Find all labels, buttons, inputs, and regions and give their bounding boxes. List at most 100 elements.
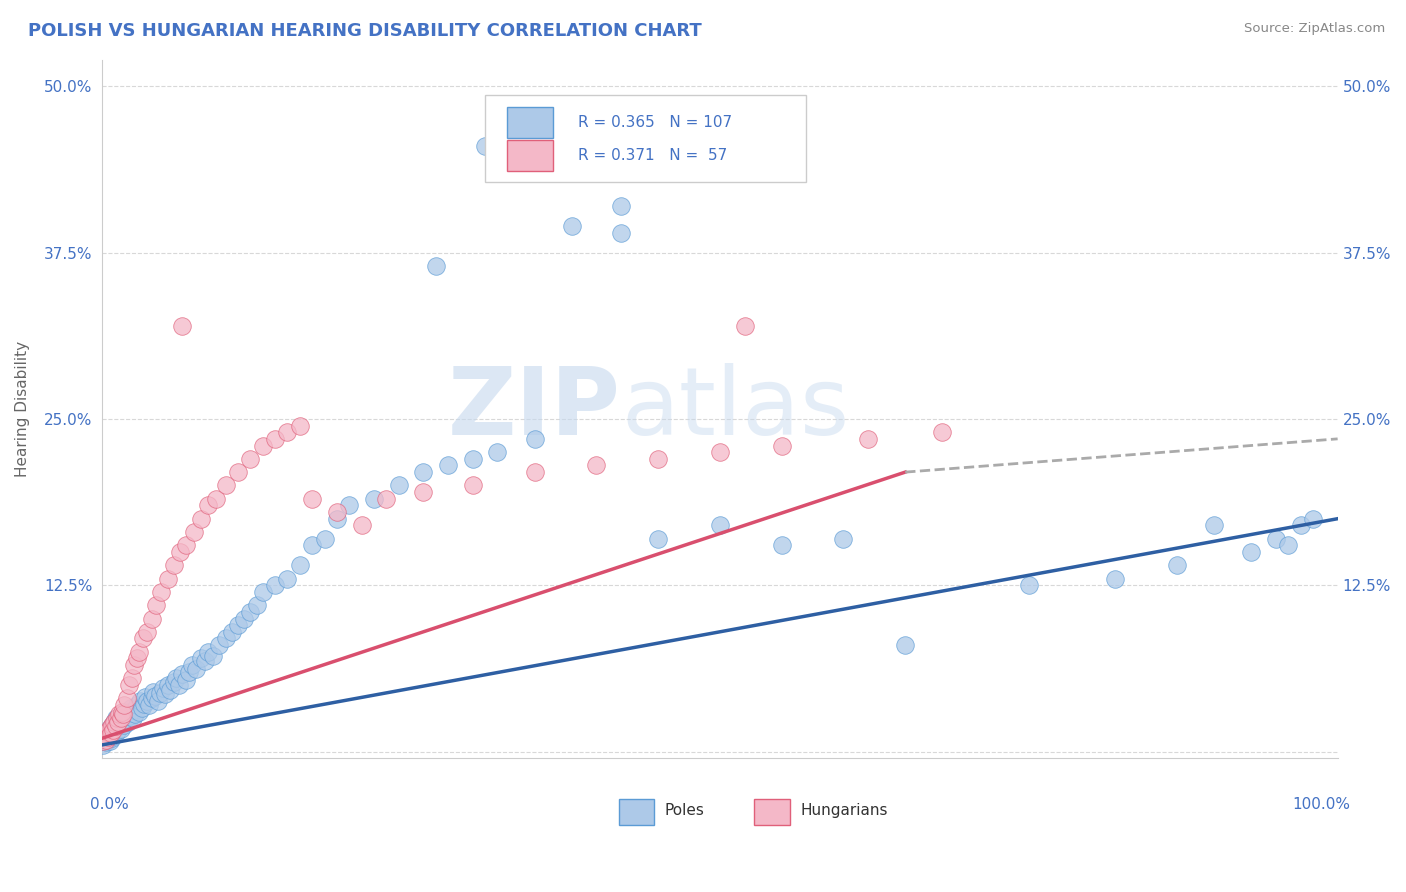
Point [145, 598, 167, 612]
Point [96, 724, 118, 739]
Point [709, 518, 731, 533]
Point [141, 611, 163, 625]
Point [125, 651, 148, 665]
Y-axis label: Hearing Disability: Hearing Disability [15, 341, 30, 477]
Point [107, 715, 129, 730]
Point [128, 645, 150, 659]
Point [585, 458, 607, 473]
Point [647, 532, 669, 546]
Point [93, 738, 115, 752]
Point [112, 718, 135, 732]
Point [190, 512, 212, 526]
Point [103, 724, 125, 739]
Text: 100.0%: 100.0% [1292, 797, 1350, 812]
Point [474, 139, 496, 153]
Point [94, 729, 117, 743]
Point [301, 538, 323, 552]
Point [118, 708, 141, 723]
Point [129, 694, 152, 708]
Point [111, 705, 134, 719]
Text: 0.0%: 0.0% [90, 797, 128, 812]
Point [523, 432, 546, 446]
Point [115, 691, 138, 706]
Point [1018, 578, 1040, 592]
Point [264, 432, 287, 446]
Text: Poles: Poles [664, 803, 704, 818]
Point [523, 465, 546, 479]
Point [100, 727, 122, 741]
Point [101, 718, 124, 732]
Point [245, 598, 267, 612]
Point [183, 524, 205, 539]
Point [103, 715, 125, 730]
Point [97, 730, 120, 744]
Point [115, 705, 138, 719]
Point [150, 585, 173, 599]
Text: R = 0.365   N = 107: R = 0.365 N = 107 [578, 115, 733, 130]
Point [97, 726, 120, 740]
Point [1277, 538, 1299, 552]
Point [121, 672, 143, 686]
Point [252, 585, 274, 599]
Point [103, 729, 125, 743]
Point [425, 259, 447, 273]
Point [96, 724, 118, 739]
Point [177, 665, 200, 679]
Point [101, 718, 124, 732]
Point [167, 678, 190, 692]
Point [93, 731, 115, 746]
Point [104, 726, 127, 740]
Point [239, 451, 262, 466]
Point [770, 438, 793, 452]
Point [174, 673, 197, 687]
Point [117, 715, 139, 730]
Point [93, 734, 115, 748]
Point [143, 689, 166, 703]
Point [709, 445, 731, 459]
Point [142, 684, 165, 698]
Point [1302, 512, 1324, 526]
Point [832, 532, 855, 546]
Point [146, 694, 169, 708]
Point [314, 532, 336, 546]
Point [104, 711, 127, 725]
Point [194, 654, 217, 668]
Point [215, 632, 238, 646]
Point [111, 715, 134, 730]
Point [252, 438, 274, 452]
Point [1204, 518, 1226, 533]
Point [156, 678, 179, 692]
Point [288, 418, 311, 433]
Point [264, 578, 287, 592]
Point [159, 683, 181, 698]
Point [202, 648, 225, 663]
Point [215, 478, 238, 492]
Point [172, 318, 194, 333]
Point [124, 707, 146, 722]
Point [163, 675, 186, 690]
Text: POLISH VS HUNGARIAN HEARING DISABILITY CORRELATION CHART: POLISH VS HUNGARIAN HEARING DISABILITY C… [28, 22, 702, 40]
Point [125, 698, 148, 712]
Point [647, 451, 669, 466]
Point [110, 711, 132, 725]
Point [156, 572, 179, 586]
Point [276, 425, 298, 440]
Point [375, 491, 398, 506]
Point [1166, 558, 1188, 573]
Point [104, 719, 127, 733]
Point [894, 638, 917, 652]
Point [134, 690, 156, 704]
Point [363, 491, 385, 506]
Point [1289, 518, 1312, 533]
Point [461, 451, 484, 466]
Point [326, 505, 349, 519]
Point [98, 721, 121, 735]
Point [131, 700, 153, 714]
Point [190, 651, 212, 665]
Point [153, 687, 176, 701]
Point [122, 703, 145, 717]
Point [112, 707, 135, 722]
Point [856, 432, 879, 446]
Point [169, 545, 191, 559]
Point [128, 705, 150, 719]
